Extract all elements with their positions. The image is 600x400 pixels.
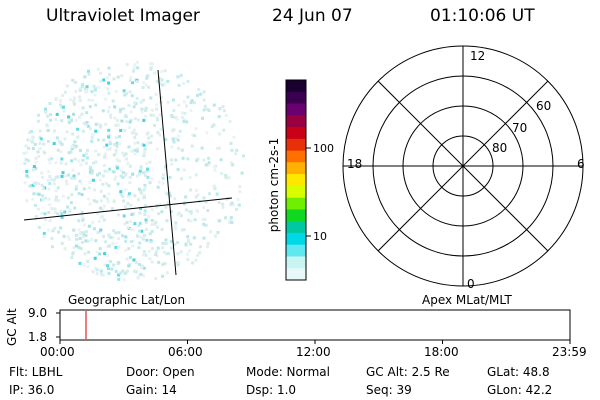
colorbar-segment [286, 185, 306, 199]
colorbar-segment [286, 80, 306, 93]
colorbar-segment [286, 174, 306, 187]
polar-label-right: 6 [577, 157, 585, 171]
info-gain: Gain: 14 [126, 383, 177, 397]
info-mode: Mode: Normal [246, 365, 330, 379]
colorbar-segment [286, 221, 306, 234]
colorbar-tick-label: 10 [313, 230, 327, 243]
info-gcalt: GC Alt: 2.5 Re [366, 365, 450, 379]
polar-label-top: 12 [470, 49, 485, 63]
altitude-frame [59, 309, 571, 341]
colorbar-segment [286, 268, 306, 281]
info-flt: Flt: LBHL [9, 365, 63, 379]
colorbar: 100 10 photon cm-2s-1 [267, 79, 334, 281]
polar-ring-label-60: 60 [536, 99, 551, 113]
colorbar-segment [286, 232, 306, 246]
colorbar-tick-label: 100 [313, 142, 334, 155]
colorbar-frame [285, 79, 307, 281]
colorbar-segment [286, 209, 306, 222]
altitude-xtick-1: 06:00 [168, 345, 203, 359]
polar-label-bottom: 0 [467, 277, 475, 291]
altitude-xtick-3: 18:00 [424, 345, 459, 359]
colorbar-label: photon cm-2s-1 [267, 138, 281, 233]
earth-image [22, 60, 245, 282]
colorbar-segment [286, 91, 306, 105]
altitude-xtick-4: 23:59 [552, 345, 587, 359]
colorbar-segment [286, 256, 306, 269]
altitude-axis-label: GC Alt [5, 308, 19, 346]
colorbar-segment [286, 244, 306, 257]
polar-diag-2 [377, 80, 549, 252]
info-dsp: Dsp: 1.0 [246, 383, 297, 397]
colorbar-segment [286, 150, 306, 163]
info-ip: IP: 36.0 [9, 383, 55, 397]
altitude-ytick-low: 1.8 [28, 330, 48, 344]
altitude-strip [56, 309, 571, 344]
polar-label-left: 18 [347, 157, 362, 171]
info-glon: GLon: 42.2 [487, 383, 553, 397]
polar-ring-label-80: 80 [492, 141, 507, 155]
polar-plot [342, 45, 584, 287]
altitude-xtick-2: 12:00 [296, 345, 331, 359]
date-label: 24 Jun 07 [272, 6, 353, 26]
colorbar-segment [286, 138, 306, 152]
altitude-xtick-0: 00:00 [40, 345, 75, 359]
instrument-title: Ultraviolet Imager [46, 6, 200, 26]
altitude-axis-label-box: GC Alt [5, 306, 19, 346]
colorbar-segment [286, 127, 306, 140]
geographic-label: Geographic Lat/Lon [68, 293, 186, 307]
time-label: 01:10:06 UT [430, 6, 535, 26]
latitude-line [23, 197, 233, 221]
info-seq: Seq: 39 [366, 383, 412, 397]
colorbar-segment [286, 103, 306, 116]
info-glat: GLat: 48.8 [487, 365, 550, 379]
longitude-line [157, 69, 177, 276]
colorbar-segment [286, 197, 306, 210]
colorbar-segment [286, 115, 306, 128]
info-door: Door: Open [126, 365, 195, 379]
altitude-ytick-high: 9.0 [28, 306, 48, 320]
polar-ring-label-70: 70 [512, 121, 527, 135]
apex-label: Apex MLat/MLT [422, 293, 512, 307]
colorbar-segment [286, 162, 306, 175]
